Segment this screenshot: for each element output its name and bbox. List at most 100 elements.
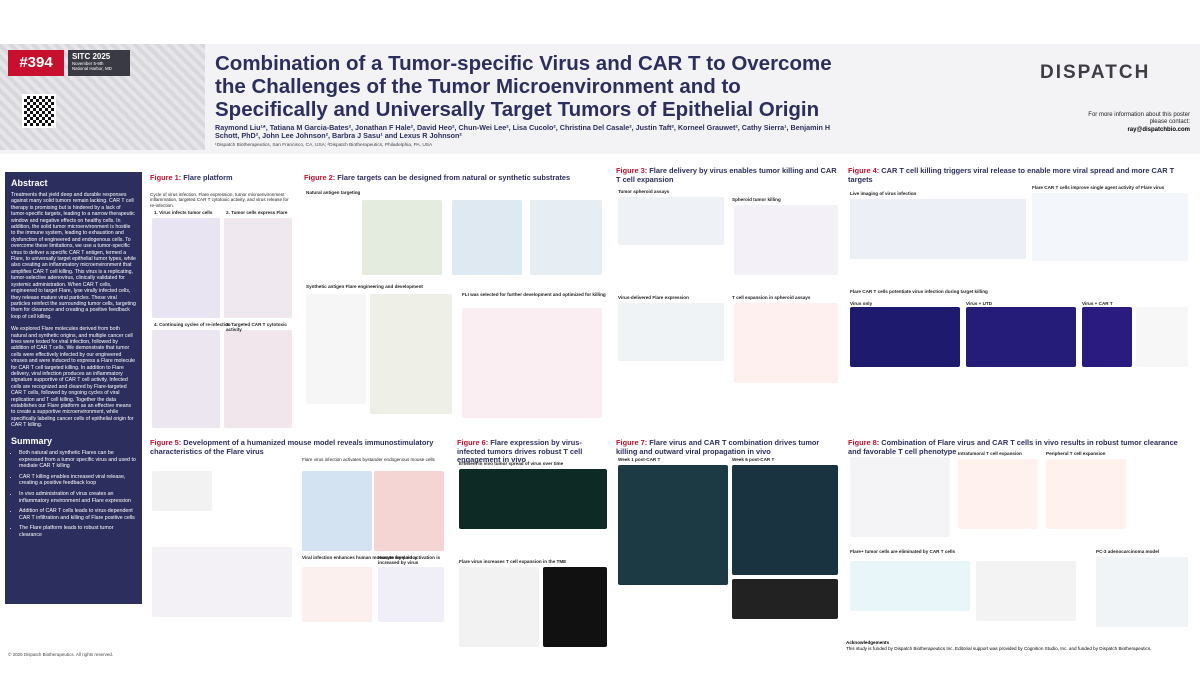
dates: November 5-9th	[72, 61, 104, 66]
figure: Figure 7: Flare virus and CAR T combinat…	[614, 437, 842, 652]
figure-title: Figure 1: Flare platform	[148, 172, 296, 185]
figure-section-label: Peripheral T cell expansion	[1046, 451, 1106, 456]
figure-panel	[734, 303, 838, 383]
ack-text: This study is funded by Dispatch Biother…	[846, 645, 1152, 651]
logo: DISPATCH	[1040, 62, 1151, 83]
figure-panel	[374, 471, 444, 551]
figure-section-label: Efficient in vivo tumor spread of virus …	[459, 461, 564, 466]
figure-panel	[958, 459, 1038, 529]
figure-panel	[1082, 307, 1132, 367]
figure-panel	[378, 567, 444, 622]
figure-label: Figure 8:	[848, 438, 880, 447]
figure-panel	[452, 200, 522, 275]
abstract-paragraph: Treatments that yield deep and durable r…	[11, 192, 136, 320]
figure-panel	[850, 307, 960, 367]
location: National Harbor, MD	[72, 66, 112, 71]
figure-panel	[152, 471, 212, 511]
figure-title: Figure 8: Combination of Flare virus and…	[846, 437, 1190, 458]
figure-label: Figure 5:	[150, 438, 182, 447]
figure-section-label: 3. Targeted CAR T cytotoxic activity	[226, 322, 287, 333]
figure-label: Figure 7:	[616, 438, 648, 447]
figure-label: Figure 6:	[457, 438, 489, 447]
figure-title-text: Flare expression by virus-infected tumor…	[457, 438, 583, 465]
figure-section-label: 1. Virus infects tumor cells	[154, 210, 213, 215]
figure-panel	[618, 465, 728, 585]
summary-item: In vivo administration of virus creates …	[19, 491, 136, 504]
figure-panel	[734, 205, 838, 275]
figure-panel	[850, 457, 950, 537]
figure-title: Figure 4: CAR T cell killing triggers vi…	[846, 165, 1190, 186]
figure-panel	[302, 567, 372, 622]
figure-title-text: Flare virus and CAR T combination drives…	[616, 438, 820, 456]
figure-section-label: Flare+ tumor cells are eliminated by CAR…	[850, 549, 956, 554]
qr-code	[22, 94, 56, 128]
summary-item: Addition of CAR T cells leads to virus-d…	[19, 508, 136, 521]
figure-panel	[976, 561, 1076, 621]
figure-panel	[1096, 557, 1188, 627]
figure: Figure 6: Flare expression by virus-infe…	[455, 437, 611, 652]
figure-title: Figure 5: Development of a humanized mou…	[148, 437, 449, 458]
figure-section-label: Week 1 post-CAR T	[618, 457, 661, 462]
figure-label: Figure 1:	[150, 173, 182, 182]
abstract-paragraph: We explored Flare molecules derived from…	[11, 326, 135, 429]
figure-panel	[459, 567, 539, 647]
email: ray@dispatchbio.com	[1127, 127, 1190, 133]
figure-panel	[152, 547, 292, 617]
copyright: © 2025 Dispatch Biotherapeutics. All rig…	[8, 652, 114, 657]
conference: SITC 2025	[72, 52, 111, 61]
figure-title: Figure 7: Flare virus and CAR T combinat…	[614, 437, 840, 458]
figure: Figure 5: Development of a humanized mou…	[148, 437, 451, 652]
summary-panel: Summary Both natural and synthetic Flare…	[5, 430, 142, 604]
figure-panel	[618, 197, 724, 245]
affiliations: ¹Dispatch Biotherapeutics, San Francisco…	[215, 143, 433, 148]
ack-heading: Acknowledgements	[846, 640, 890, 645]
figure-panel	[850, 199, 1026, 259]
figure-section-label: Virus only	[850, 301, 873, 306]
figure-title-text: Flare platform	[183, 173, 233, 182]
figure-title-text: Combination of Flare virus and CAR T cel…	[848, 438, 1178, 456]
figure: Figure 1: Flare platform Cycle of virus i…	[148, 172, 298, 437]
figure-section-label: Virus-delivered Flare expression	[618, 295, 689, 300]
figure-title: Figure 6: Flare expression by virus-infe…	[455, 437, 609, 467]
figure-title: Figure 3: Flare delivery by virus enable…	[614, 165, 840, 186]
poster-title: Combination of a Tumor-specific Virus an…	[215, 52, 832, 121]
abstract-heading: Abstract	[11, 178, 48, 188]
figure-section-label: FLI was selected for further development…	[462, 292, 606, 297]
figure-section-label: PC-3 adenocarcinoma model	[1096, 549, 1160, 554]
figure: Figure 3: Flare delivery by virus enable…	[614, 165, 842, 437]
figure-label: Figure 2:	[304, 173, 336, 182]
summary-item: CAR T killing enables increased viral re…	[19, 474, 136, 487]
figure-title-text: Development of a humanized mouse model r…	[150, 438, 434, 456]
figure-title-text: CAR T cell killing triggers viral releas…	[848, 166, 1175, 184]
authors: Raymond Liu¹*, Tatiana M Garcia-Bates², …	[215, 123, 831, 141]
figure-section-label: Flare virus increases T cell expansion i…	[459, 559, 567, 564]
figure-panel	[152, 330, 220, 428]
figure-panel	[966, 307, 1076, 367]
figure-panel	[530, 200, 602, 275]
figure-panel	[732, 579, 838, 619]
figure-section-label: Live imaging of virus infection	[850, 191, 917, 196]
figure-panel	[306, 294, 366, 404]
figure: Figure 8: Combination of Flare virus and…	[846, 437, 1192, 637]
figure-panel	[618, 303, 724, 361]
summary-heading: Summary	[11, 436, 53, 446]
figure-section-label: Flare virus infection activates bystande…	[302, 457, 435, 462]
summary-item: Both natural and synthetic Flares can be…	[19, 450, 136, 470]
figure-section-label: Flare CAR T cells potentiate virus infec…	[850, 289, 988, 294]
figure-section-label: Virus + CAR T	[1082, 301, 1113, 306]
figure-section-label: 2. Tumor cells express Flare	[226, 210, 288, 215]
figure-panel	[362, 200, 442, 275]
figure-panel	[543, 567, 607, 647]
figure-title-text: Flare delivery by virus enables tumor ki…	[616, 166, 837, 184]
figure-title: Figure 2: Flare targets can be designed …	[302, 172, 606, 185]
figure-section-label: Flare CAR T cells improve single agent a…	[1032, 185, 1165, 190]
acknowledgements: Acknowledgements This study is funded by…	[846, 640, 1186, 651]
figure-section-label: 4. Continuing cycles of re-infection	[154, 322, 231, 327]
figure-section-label: Viral infection enhances human monocyte …	[302, 555, 418, 560]
figure-section-label: Tumor spheroid assays	[618, 189, 670, 194]
badge: #394	[8, 50, 64, 76]
figure-panel	[462, 308, 602, 418]
figure-label: Figure 3:	[616, 166, 648, 175]
figure-section-label: T cell expansion in spheroid assays	[732, 295, 811, 300]
